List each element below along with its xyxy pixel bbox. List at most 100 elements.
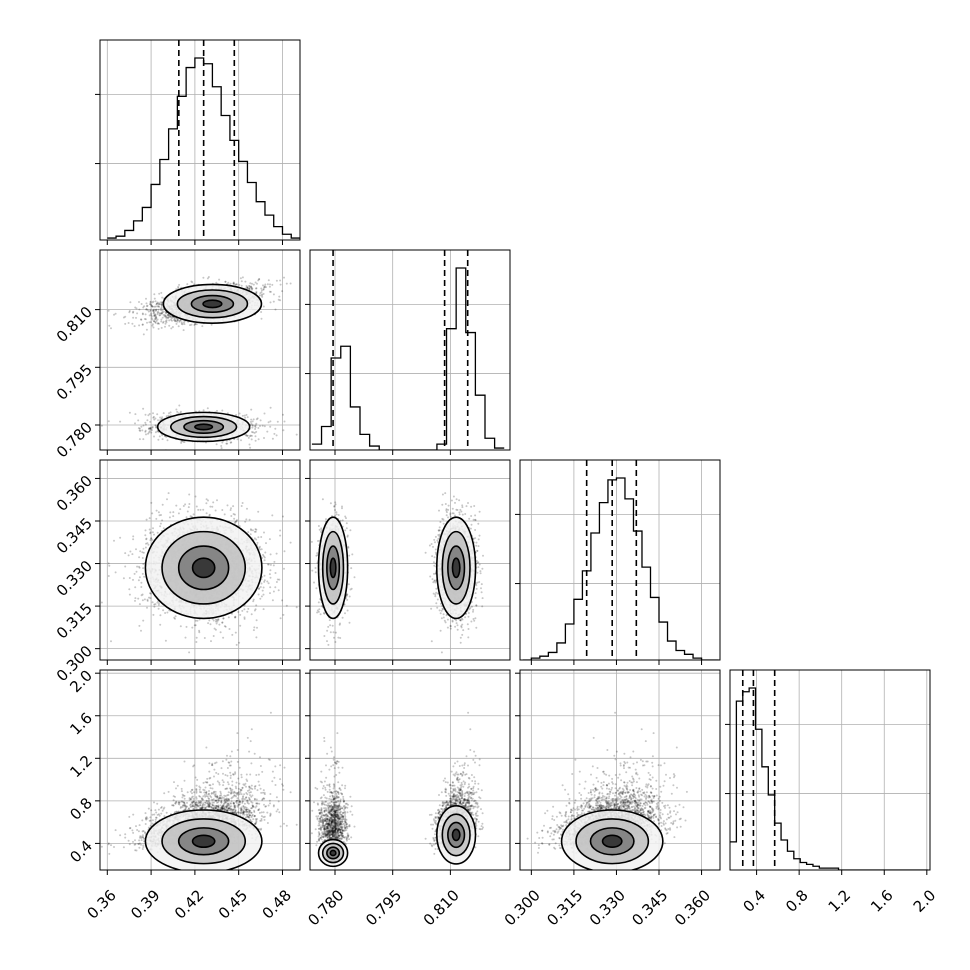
sample-point xyxy=(173,319,176,322)
sample-point xyxy=(160,417,163,420)
sample-point xyxy=(245,285,248,287)
sample-point xyxy=(251,424,254,427)
sample-point xyxy=(170,327,173,330)
sample-point xyxy=(263,556,266,559)
sample-point xyxy=(255,418,258,421)
sample-point xyxy=(114,312,117,315)
sample-point xyxy=(250,529,253,532)
sample-point xyxy=(92,435,94,437)
sample-point xyxy=(227,616,230,619)
sample-point xyxy=(262,305,265,308)
sample-point xyxy=(230,507,232,510)
sample-point xyxy=(135,316,137,319)
sample-point xyxy=(174,320,177,323)
sample-point xyxy=(167,314,170,317)
sample-point xyxy=(151,324,154,327)
sample-point xyxy=(274,427,277,430)
sample-point xyxy=(254,426,257,429)
sample-point xyxy=(248,518,251,521)
sample-point xyxy=(245,413,248,416)
sample-point xyxy=(153,314,156,317)
sample-point xyxy=(157,438,160,441)
sample-point xyxy=(162,320,165,323)
sample-point xyxy=(166,316,169,319)
sample-point xyxy=(275,279,278,282)
sample-point xyxy=(149,597,152,600)
sample-point xyxy=(140,318,143,321)
sample-point xyxy=(169,315,172,318)
sample-point xyxy=(158,312,161,315)
sample-point xyxy=(141,313,144,316)
sample-point xyxy=(268,538,271,541)
sample-point xyxy=(295,433,298,436)
sample-point xyxy=(222,617,225,620)
sample-point xyxy=(269,406,272,409)
sample-point xyxy=(157,511,160,514)
sample-point xyxy=(151,538,154,541)
sample-point xyxy=(151,305,154,308)
sample-point xyxy=(154,431,157,434)
sample-point xyxy=(263,425,266,428)
sample-point xyxy=(258,278,261,280)
sample-point xyxy=(128,411,131,414)
sample-point xyxy=(179,319,182,322)
grid-lines xyxy=(334,250,451,450)
sample-point xyxy=(234,631,237,634)
sample-point xyxy=(146,304,149,307)
sample-point xyxy=(169,411,172,414)
sample-point xyxy=(252,418,255,421)
sample-point xyxy=(151,425,154,428)
sample-point xyxy=(161,303,163,306)
sample-point xyxy=(177,325,180,328)
sample-point xyxy=(229,282,232,285)
sample-point xyxy=(218,623,221,626)
sample-point xyxy=(155,517,158,520)
sample-point xyxy=(148,427,151,430)
sample-point xyxy=(164,325,166,328)
sample-point xyxy=(159,416,162,419)
sample-point xyxy=(193,624,196,627)
sample-point xyxy=(257,536,260,539)
sample-point xyxy=(258,545,261,548)
sample-point xyxy=(174,615,177,618)
sample-point xyxy=(171,316,174,319)
sample-point xyxy=(260,287,263,290)
sample-point xyxy=(128,577,131,579)
sample-point xyxy=(142,306,145,309)
sample-point xyxy=(145,537,148,540)
sample-point xyxy=(252,600,255,603)
sample-point xyxy=(253,626,256,629)
sample-point xyxy=(254,528,257,531)
sample-point xyxy=(267,279,270,282)
sample-point xyxy=(269,301,272,304)
sample-point xyxy=(143,318,146,320)
sample-point xyxy=(110,327,112,330)
sample-point xyxy=(165,321,168,324)
sample-point xyxy=(145,308,148,311)
sample-point xyxy=(158,292,161,295)
sample-point xyxy=(152,326,155,329)
sample-point xyxy=(186,283,189,286)
sample-point xyxy=(246,286,249,289)
sample-point xyxy=(249,435,251,438)
sample-point xyxy=(164,322,167,325)
sample-point xyxy=(149,303,152,306)
sample-point xyxy=(150,537,153,540)
sample-point xyxy=(161,296,164,299)
sample-point xyxy=(142,551,145,554)
sample-point xyxy=(144,429,147,432)
sample-point xyxy=(154,313,157,316)
sample-point xyxy=(138,566,141,569)
sample-point xyxy=(263,437,265,439)
sample-point xyxy=(128,588,131,591)
sample-point xyxy=(181,323,184,326)
sample-point xyxy=(259,419,262,422)
sample-point xyxy=(243,414,246,417)
sample-point xyxy=(260,289,263,292)
sample-point xyxy=(170,317,173,320)
sample-point xyxy=(184,636,187,639)
sample-point xyxy=(144,423,147,426)
sample-point xyxy=(154,321,157,324)
sample-point xyxy=(133,325,136,328)
sample-point xyxy=(263,580,266,583)
